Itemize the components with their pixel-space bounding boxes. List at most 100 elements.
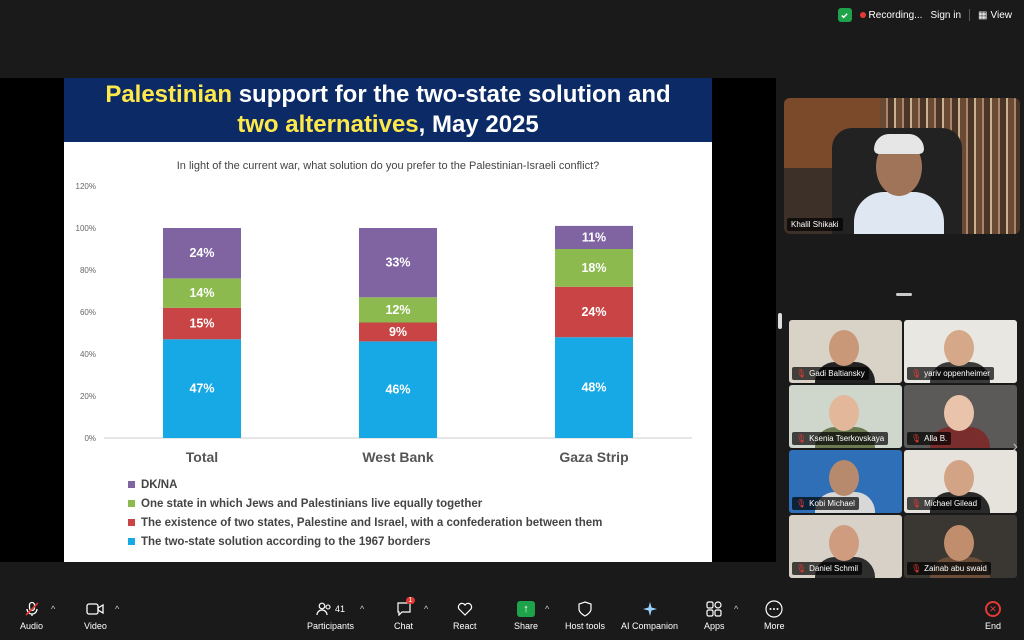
participant-name: Kobi Michael (809, 499, 855, 508)
next-page-chevron-icon[interactable]: › (1012, 438, 1018, 455)
mic-muted-icon: 🎙︎ (796, 369, 807, 378)
share-caret-icon[interactable]: ^ (545, 604, 550, 614)
video-label: Video (84, 621, 107, 631)
participant-tile[interactable]: 🎙︎ Alla B. (904, 385, 1017, 448)
apps-caret-icon[interactable]: ^ (734, 604, 739, 614)
apps-button[interactable]: Apps (704, 600, 725, 631)
participant-tile[interactable]: 🎙︎ Daniel Schmil (789, 515, 902, 578)
bar-segment (163, 278, 241, 308)
bar-segment (359, 322, 437, 342)
legend-label: The existence of two states, Palestine a… (141, 516, 603, 529)
title-rest-1: support for the two-state solution and (232, 81, 671, 108)
top-right-controls: Recording... Sign in ▦ View (837, 8, 1012, 22)
participant-name: Michael Gilead (924, 499, 978, 508)
audio-label: Audio (20, 621, 44, 631)
participant-face (944, 525, 974, 561)
bar-segment (163, 339, 241, 438)
data-label: 46% (385, 383, 410, 397)
shared-screen: Palestinian support for the two-state so… (0, 78, 776, 562)
category-label: West Bank (362, 449, 434, 465)
speaker-torso (854, 192, 944, 234)
grid-icon: ▦ (978, 9, 988, 21)
title-highlight-2: two alternatives (237, 111, 419, 138)
slide-title-line2: two alternatives, May 2025 (237, 110, 539, 140)
sparkle-icon (642, 600, 658, 618)
participants-caret-icon[interactable]: ^ (360, 604, 365, 614)
end-icon-wrap: ✕ (985, 600, 1001, 618)
y-tick-label: 0% (84, 434, 96, 443)
legend-swatch (128, 481, 135, 488)
legend-swatch (128, 500, 135, 507)
participant-name: yariv oppenheimer (924, 369, 990, 378)
legend-item: One state in which Jews and Palestinians… (128, 494, 602, 513)
participant-tile[interactable]: 🎙︎ yariv oppenheimer (904, 320, 1017, 383)
participant-face (829, 330, 859, 366)
view-button[interactable]: ▦ View (978, 10, 1012, 21)
survey-question: In light of the current war, what soluti… (176, 160, 600, 172)
legend-item: The two-state solution according to the … (128, 532, 602, 551)
audio-options-caret-icon[interactable]: ^ (51, 604, 56, 614)
chat-icon: 1 (396, 597, 416, 618)
participant-tile[interactable]: 🎙︎ Gadi Baltiansky (789, 320, 902, 383)
presentation-slide: Palestinian support for the two-state so… (64, 78, 712, 562)
participant-tile[interactable]: 🎙︎ Zainab abu swaid (904, 515, 1017, 578)
ai-companion-button[interactable]: AI Companion (621, 600, 678, 631)
security-shield-icon[interactable] (837, 8, 852, 22)
speaker-person (854, 134, 944, 234)
data-label: 9% (389, 325, 407, 339)
participants-icon: 41 (316, 600, 345, 618)
title-highlight-1: Palestinian (105, 81, 233, 108)
host-tools-button[interactable]: Host tools (565, 600, 605, 631)
mic-muted-icon: 🎙︎ (911, 369, 922, 378)
participant-name-tag: 🎙︎ Michael Gilead (907, 497, 982, 510)
video-button[interactable]: Video (84, 600, 107, 631)
participant-face (829, 395, 859, 431)
video-options-caret-icon[interactable]: ^ (115, 604, 120, 614)
data-label: 14% (189, 286, 214, 300)
speaker-hair (874, 134, 924, 154)
data-label: 24% (581, 305, 606, 319)
participant-face (829, 525, 859, 561)
recording-label: Recording... (868, 9, 923, 21)
recording-indicator[interactable]: Recording... (859, 9, 923, 21)
data-label: 33% (385, 256, 410, 270)
y-tick-label: 80% (80, 266, 96, 275)
slide-title: Palestinian support for the two-state so… (64, 78, 712, 142)
more-icon (765, 600, 783, 618)
stacked-bar-chart: 0% 20% 40% 60% 80% 100% 120% 47% 15% 14% 24% Total 4… (76, 182, 692, 465)
y-tick-label: 120% (76, 182, 96, 191)
chart-legend: DK/NA One state in which Jews and Palesti… (128, 475, 602, 551)
participant-tile[interactable]: 🎙︎ Ksenia Tserkovskaya (789, 385, 902, 448)
more-button[interactable]: More (764, 600, 785, 631)
participants-button[interactable]: 41 Participants (307, 600, 354, 631)
participant-name-tag: 🎙︎ Ksenia Tserkovskaya (792, 432, 889, 445)
y-tick-label: 100% (76, 224, 96, 233)
panel-resize-handle[interactable] (778, 313, 782, 329)
ai-companion-label: AI Companion (621, 621, 679, 631)
bar-segment (555, 225, 633, 249)
legend-swatch (128, 538, 135, 545)
data-label: 12% (385, 303, 410, 317)
active-speaker-video[interactable]: Khalil Shikaki (784, 98, 1020, 234)
y-tick-label: 20% (80, 392, 96, 401)
legend-item: DK/NA (128, 475, 602, 494)
audio-button[interactable]: Audio (20, 600, 43, 631)
end-button[interactable]: ✕ End (985, 600, 1001, 631)
mic-muted-icon: 🎙︎ (911, 434, 922, 443)
chat-caret-icon[interactable]: ^ (424, 604, 429, 614)
share-button[interactable]: ↑ Share (514, 600, 538, 631)
participant-tile[interactable]: 🎙︎ Kobi Michael (789, 450, 902, 513)
bar-segment (555, 286, 633, 338)
host-tools-label: Host tools (565, 621, 606, 631)
chat-button[interactable]: 1 Chat (394, 597, 416, 631)
participant-name: Zainab abu swaid (924, 564, 987, 573)
data-label: 47% (189, 382, 214, 396)
participant-name: Alla B. (924, 434, 948, 443)
gallery-minimize-handle[interactable] (896, 293, 912, 296)
react-button[interactable]: React (453, 600, 477, 631)
data-label: 48% (581, 381, 606, 395)
mic-muted-icon: 🎙︎ (796, 434, 807, 443)
share-icon-wrap: ↑ (517, 600, 536, 618)
participant-tile[interactable]: 🎙︎ Michael Gilead (904, 450, 1017, 513)
sign-in-button[interactable]: Sign in (930, 9, 962, 21)
